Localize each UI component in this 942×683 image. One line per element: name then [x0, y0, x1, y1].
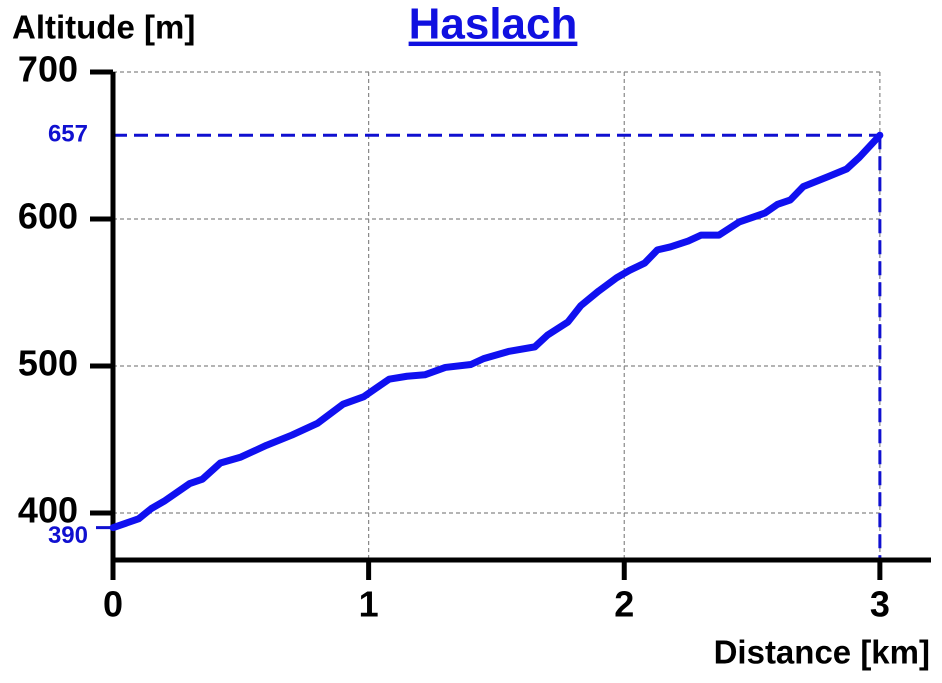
min-label: 390 [48, 522, 88, 549]
x-tick-label: 1 [359, 584, 379, 625]
altitude-line [109, 131, 884, 532]
x-tick-label: 0 [103, 584, 123, 625]
x-tick-label: 3 [870, 584, 890, 625]
y-tick-label: 600 [18, 196, 78, 237]
y-tick-label: 400 [18, 489, 78, 530]
chart-title[interactable]: Haslach [409, 0, 578, 49]
x-axis-label: Distance [km] [714, 634, 930, 671]
y-tick-label: 700 [18, 49, 78, 90]
max-label: 657 [48, 121, 88, 148]
y-tick-label: 500 [18, 342, 78, 383]
x-tick-label: 2 [614, 584, 634, 625]
y-axis-label: Altitude [m] [12, 9, 195, 46]
